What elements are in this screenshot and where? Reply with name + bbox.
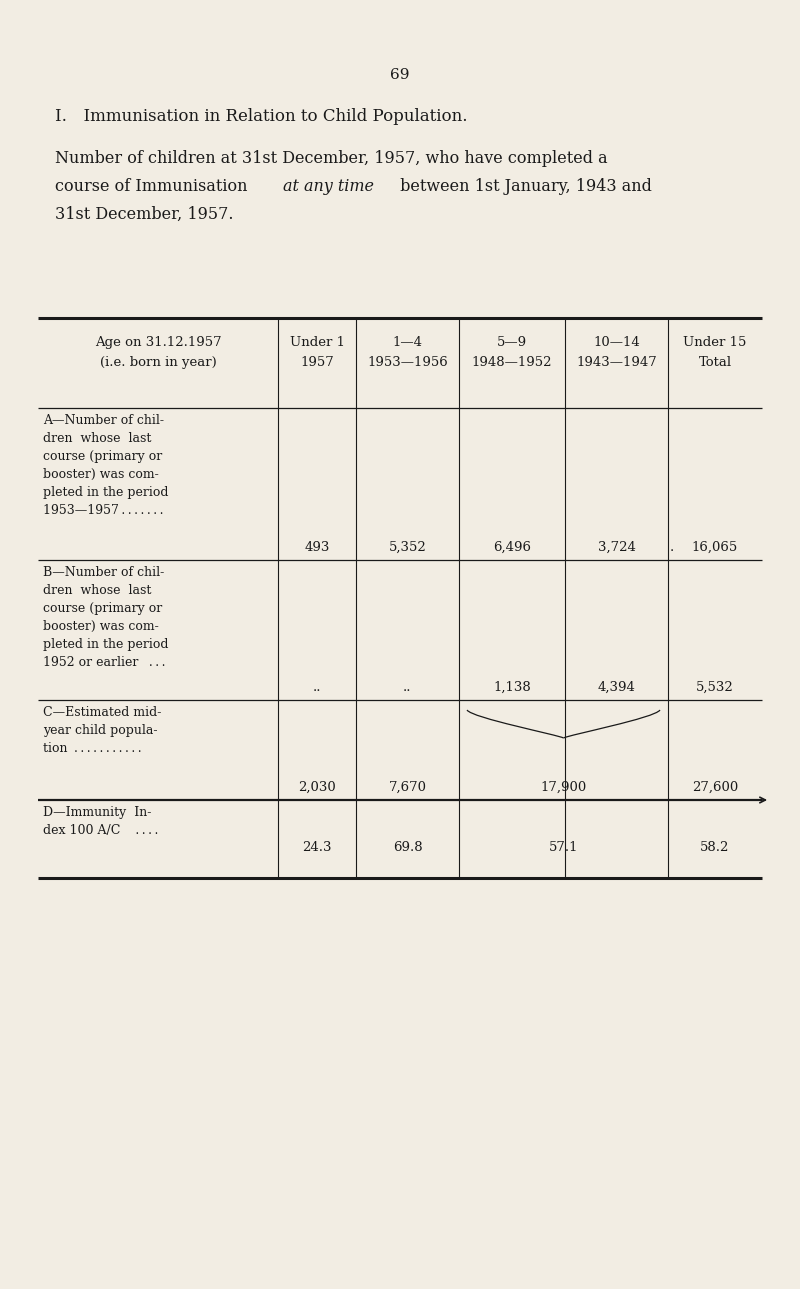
Text: 17,900: 17,900 <box>540 781 586 794</box>
Text: 5—9: 5—9 <box>497 336 527 349</box>
Text: 4,394: 4,394 <box>598 681 635 693</box>
Text: 1,138: 1,138 <box>493 681 531 693</box>
Text: 1943—1947: 1943—1947 <box>576 356 657 369</box>
Text: 1948—1952: 1948—1952 <box>472 356 552 369</box>
Text: ..: .. <box>313 681 322 693</box>
Text: 6,496: 6,496 <box>493 541 531 554</box>
Text: 24.3: 24.3 <box>302 840 332 855</box>
Text: D—Immunity  In-
dex 100 A/C  . . . .: D—Immunity In- dex 100 A/C . . . . <box>43 806 158 837</box>
Text: 1957: 1957 <box>300 356 334 369</box>
Text: 58.2: 58.2 <box>700 840 730 855</box>
Text: I. Immunisation in Relation to Child Population.: I. Immunisation in Relation to Child Pop… <box>55 108 467 125</box>
Text: 1—4: 1—4 <box>393 336 422 349</box>
Text: 31st December, 1957.: 31st December, 1957. <box>55 206 234 223</box>
Text: 2,030: 2,030 <box>298 781 336 794</box>
Text: .: . <box>670 541 674 554</box>
Text: 16,065: 16,065 <box>692 541 738 554</box>
Text: at any time: at any time <box>283 178 374 195</box>
Text: B—Number of chil-
dren  whose  last
course (primary or
booster) was com-
pleted : B—Number of chil- dren whose last course… <box>43 566 169 669</box>
Text: C—Estimated mid-
year child popula-
tion  . . . . . . . . . . .: C—Estimated mid- year child popula- tion… <box>43 706 162 755</box>
Text: A—Number of chil-
dren  whose  last
course (primary or
booster) was com-
pleted : A—Number of chil- dren whose last course… <box>43 414 169 517</box>
Text: 1953—1956: 1953—1956 <box>367 356 448 369</box>
Text: 69.8: 69.8 <box>393 840 422 855</box>
Text: Age on 31.12.1957: Age on 31.12.1957 <box>94 336 222 349</box>
Text: course of Immunisation: course of Immunisation <box>55 178 253 195</box>
Text: Under 15: Under 15 <box>683 336 746 349</box>
Text: 10—14: 10—14 <box>593 336 640 349</box>
Text: Number of children at 31st December, 1957, who have completed a: Number of children at 31st December, 195… <box>55 150 608 168</box>
Text: 5,532: 5,532 <box>696 681 734 693</box>
Text: (i.e. born in year): (i.e. born in year) <box>100 356 216 369</box>
Text: 493: 493 <box>304 541 330 554</box>
Text: 27,600: 27,600 <box>692 781 738 794</box>
Text: 57.1: 57.1 <box>549 840 578 855</box>
Text: between 1st January, 1943 and: between 1st January, 1943 and <box>395 178 652 195</box>
Text: 7,670: 7,670 <box>389 781 426 794</box>
Text: 5,352: 5,352 <box>389 541 426 554</box>
Text: 3,724: 3,724 <box>598 541 635 554</box>
Text: Under 1: Under 1 <box>290 336 345 349</box>
Text: 69: 69 <box>390 68 410 82</box>
Text: ..: .. <box>403 681 412 693</box>
Text: Total: Total <box>698 356 731 369</box>
